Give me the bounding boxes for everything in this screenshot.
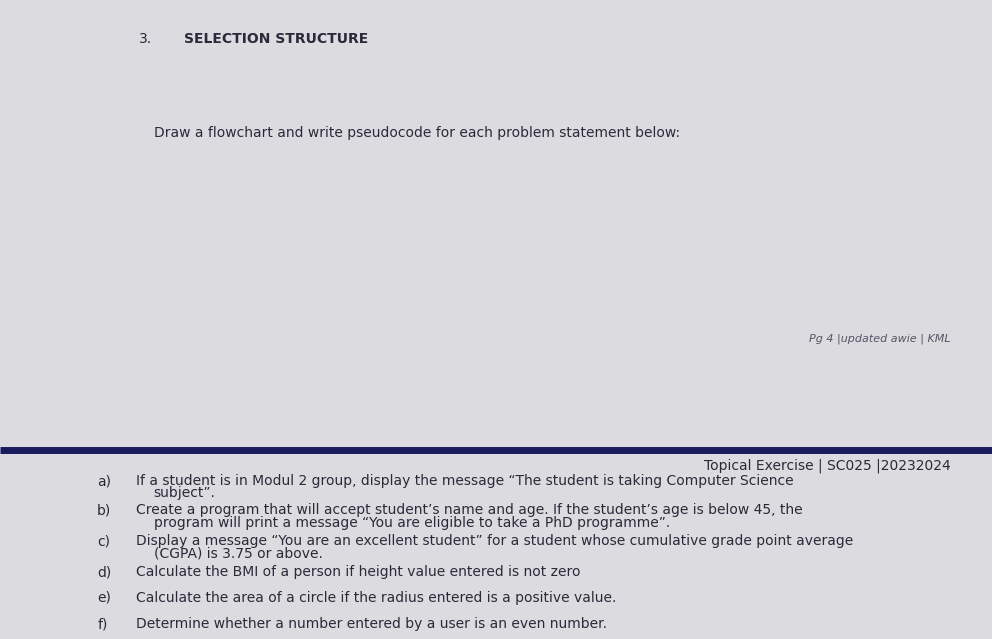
Text: f): f): [97, 617, 107, 631]
Text: Determine whether a number entered by a user is an even number.: Determine whether a number entered by a …: [136, 617, 607, 631]
Text: subject”.: subject”.: [154, 486, 215, 500]
Text: Create a program that will accept student’s name and age. If the student’s age i: Create a program that will accept studen…: [136, 504, 803, 518]
Text: If a student is in Modul 2 group, display the message “The student is taking Com: If a student is in Modul 2 group, displa…: [136, 474, 794, 488]
Text: Pg 4 |updated awie | KML: Pg 4 |updated awie | KML: [808, 334, 950, 344]
Text: Calculate the area of a circle if the radius entered is a positive value.: Calculate the area of a circle if the ra…: [136, 591, 616, 605]
Text: b): b): [97, 504, 111, 518]
Text: Display a message “You are an excellent student” for a student whose cumulative : Display a message “You are an excellent …: [136, 534, 853, 548]
Text: 3.: 3.: [139, 31, 152, 45]
Text: Topical Exercise | SC025 |20232024: Topical Exercise | SC025 |20232024: [703, 459, 950, 473]
Text: c): c): [97, 534, 110, 548]
Text: a): a): [97, 474, 111, 488]
Text: e): e): [97, 591, 111, 605]
Text: d): d): [97, 566, 111, 580]
Text: SELECTION STRUCTURE: SELECTION STRUCTURE: [184, 31, 368, 45]
Text: Calculate the BMI of a person if height value entered is not zero: Calculate the BMI of a person if height …: [136, 566, 580, 580]
Text: program will print a message “You are eligible to take a PhD programme”.: program will print a message “You are el…: [154, 516, 670, 530]
Text: Draw a flowchart and write pseudocode for each problem statement below:: Draw a flowchart and write pseudocode fo…: [154, 126, 680, 140]
Text: (CGPA) is 3.75 or above.: (CGPA) is 3.75 or above.: [154, 546, 322, 560]
